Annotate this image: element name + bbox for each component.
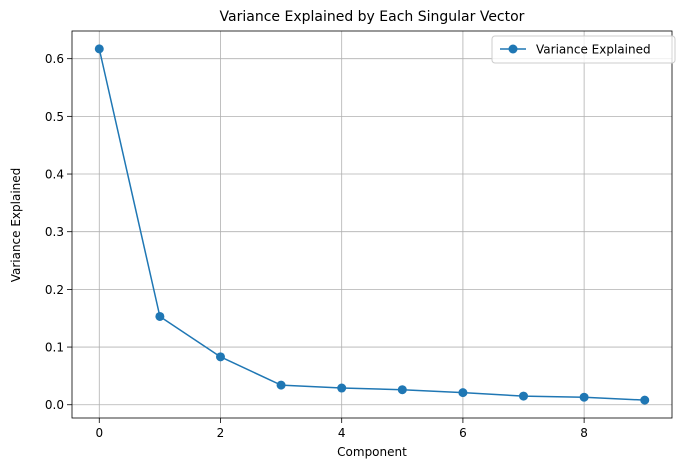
plot-background [72, 31, 672, 418]
data-point [640, 395, 650, 405]
data-point [519, 391, 529, 401]
y-axis-label: Variance Explained [9, 168, 23, 283]
data-point [579, 392, 589, 402]
x-axis-label: Component [337, 445, 407, 459]
legend-box [491, 35, 676, 64]
y-tick-label: 0.0 [45, 398, 64, 412]
y-tick-label: 0.4 [45, 168, 64, 182]
y-tick-label: 0.1 [45, 341, 64, 355]
y-axis: 0.0 0.1 0.2 0.3 0.4 0.5 0.6 [45, 52, 72, 412]
x-axis: 0 2 4 6 8 [95, 418, 588, 440]
y-tick-label: 0.2 [45, 283, 64, 297]
legend: Variance Explained [491, 35, 676, 64]
data-point [458, 388, 468, 398]
plot-frame [71, 30, 673, 419]
x-tick-label: 8 [580, 426, 588, 440]
x-tick-label: 2 [217, 426, 225, 440]
y-tick-label: 0.6 [45, 52, 64, 66]
y-tick-label: 0.5 [45, 110, 64, 124]
x-tick-label: 6 [459, 426, 467, 440]
y-tick-label: 0.3 [45, 225, 64, 239]
data-point [337, 383, 347, 393]
x-tick-label: 4 [338, 426, 346, 440]
data-point [94, 44, 104, 54]
legend-marker-swatch [508, 44, 518, 54]
plot-area [71, 30, 673, 419]
legend-label: Variance Explained [536, 43, 651, 57]
chart-title: Variance Explained by Each Singular Vect… [220, 9, 525, 25]
x-tick-label: 0 [95, 426, 103, 440]
series-line [98, 48, 645, 401]
data-point [276, 380, 286, 390]
series-layer [94, 44, 650, 405]
data-point [397, 385, 407, 395]
grid [72, 31, 672, 418]
data-point [155, 311, 165, 321]
data-point [215, 352, 225, 362]
